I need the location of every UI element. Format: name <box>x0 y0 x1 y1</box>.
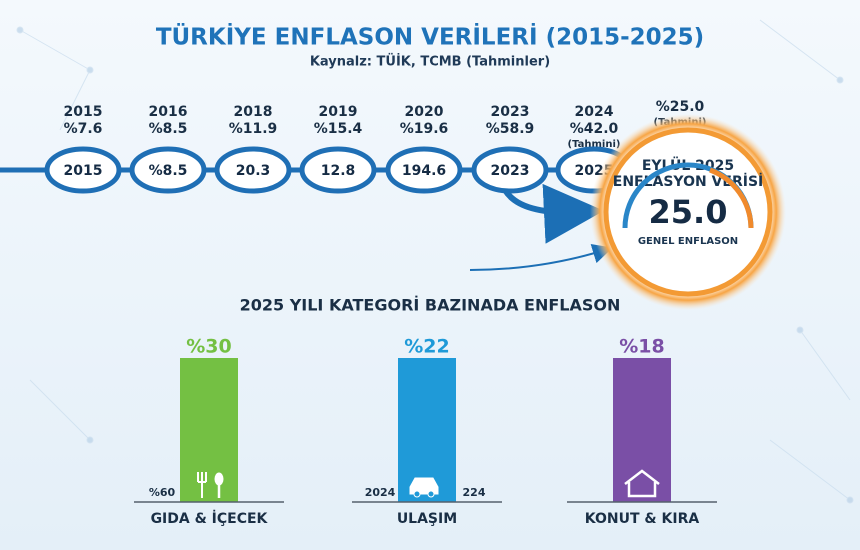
category-name: KONUT & KIRA <box>585 511 700 527</box>
category-note: %60 <box>149 486 176 499</box>
timeline-year: 2020 <box>405 104 444 120</box>
timeline-rate: %8.5 <box>149 121 188 137</box>
category-value: %22 <box>404 336 449 358</box>
timeline-note: (Tahmini) <box>568 139 621 150</box>
timeline-year: 2015 <box>64 104 103 120</box>
arrow <box>502 183 604 244</box>
timeline-node <box>44 146 122 194</box>
timeline-year: 2024 <box>575 104 614 120</box>
timeline-node <box>299 146 377 194</box>
highlight-value: 25.0 <box>649 193 728 231</box>
category-name: GIDA & İÇECEK <box>151 510 269 527</box>
timeline-rate: %15.4 <box>314 121 363 137</box>
timeline-rate: %25.0 <box>656 99 705 115</box>
timeline-node <box>129 146 207 194</box>
timeline-year: 2016 <box>149 104 188 120</box>
gauge-accent <box>709 167 754 229</box>
timeline-rate: %58.9 <box>486 121 535 137</box>
arrow <box>469 243 613 271</box>
section-title: 2025 YILI KATEGORİ BAZINADA ENFLASON <box>240 296 621 315</box>
timeline-node <box>214 146 292 194</box>
category-name: ULAŞIM <box>397 511 457 527</box>
timeline-year: 2018 <box>234 104 273 120</box>
category-value: %30 <box>186 336 231 358</box>
timeline-rate: %19.6 <box>400 121 449 137</box>
highlight-caption: GENEL ENFLASON <box>638 236 738 247</box>
timeline-rate: %11.9 <box>229 121 278 137</box>
icons <box>197 469 660 498</box>
timeline: 2015%7.62016%8.52018%11.92019%15.42020%1… <box>44 99 706 194</box>
timeline-node-label: %8.5 <box>149 163 188 179</box>
category-bar <box>613 358 671 502</box>
timeline-node-label: 2023 <box>491 163 530 179</box>
category-bar <box>180 358 238 502</box>
timeline-rate: %42.0 <box>570 121 619 137</box>
title: TÜRKİYE ENFLASON VERİLERİ (2015-2025) <box>156 23 704 51</box>
timeline-year: 2019 <box>319 104 358 120</box>
subtitle: Kaynalz: TÜİK, TCMB (Tahminler) <box>310 54 550 70</box>
timeline-node-label: 2015 <box>64 163 103 179</box>
timeline-node-label: 194.6 <box>402 163 446 179</box>
timeline-rate: %7.6 <box>64 121 103 137</box>
network-pattern <box>16 19 854 504</box>
highlight-circle <box>603 127 773 297</box>
timeline-node-label: 20.3 <box>236 163 271 179</box>
category-note: 2024 <box>365 486 396 499</box>
timeline-node <box>471 146 549 194</box>
timeline-node-label: 12.8 <box>321 163 356 179</box>
timeline-node <box>385 146 463 194</box>
category-value: %18 <box>619 336 664 358</box>
timeline-year: 2023 <box>491 104 530 120</box>
category-note: 224 <box>463 486 486 499</box>
highlight-line2: ENFLASYON VERİSİ <box>613 173 764 190</box>
